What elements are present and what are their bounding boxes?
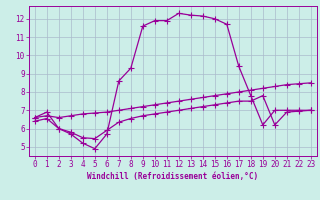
X-axis label: Windchill (Refroidissement éolien,°C): Windchill (Refroidissement éolien,°C) — [87, 172, 258, 181]
